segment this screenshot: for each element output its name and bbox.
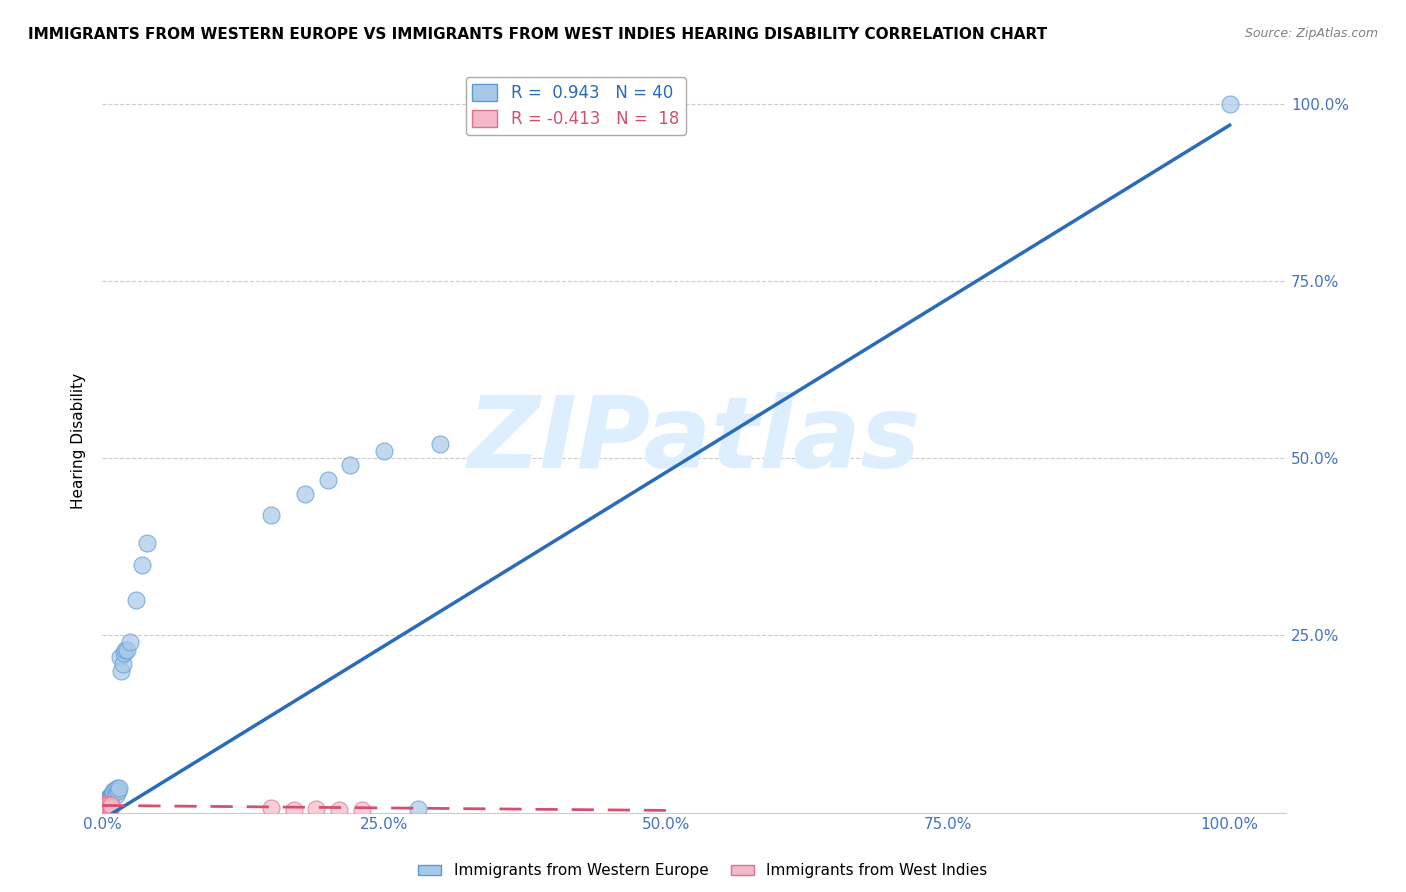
Point: [120, 635, 142, 649]
Point: [96, 797, 118, 811]
Point: [93, 798, 115, 813]
Point: [104, 782, 127, 797]
Legend: Immigrants from Western Europe, Immigrants from West Indies: Immigrants from Western Europe, Immigran…: [412, 857, 994, 884]
Point: [93, 798, 115, 813]
Point: [94, 797, 117, 811]
Point: [100, 798, 122, 813]
Point: [91, 802, 114, 816]
Point: [373, 444, 395, 458]
Point: [429, 437, 451, 451]
Point: [316, 473, 339, 487]
Text: ZIPatlas: ZIPatlas: [468, 392, 921, 489]
Point: [94, 800, 117, 814]
Point: [328, 804, 350, 818]
Point: [97, 801, 120, 815]
Point: [305, 802, 328, 816]
Point: [100, 800, 122, 814]
Point: [115, 642, 138, 657]
Point: [260, 508, 283, 522]
Legend: R =  0.943   N = 40, R = -0.413   N =  18: R = 0.943 N = 40, R = -0.413 N = 18: [465, 77, 686, 135]
Point: [406, 802, 429, 816]
Point: [294, 486, 316, 500]
Text: IMMIGRANTS FROM WESTERN EUROPE VS IMMIGRANTS FROM WEST INDIES HEARING DISABILITY: IMMIGRANTS FROM WESTERN EUROPE VS IMMIGR…: [28, 27, 1047, 42]
Point: [103, 784, 125, 798]
Point: [103, 786, 125, 800]
Point: [94, 795, 117, 809]
Point: [339, 458, 361, 473]
Point: [96, 793, 118, 807]
Point: [98, 793, 121, 807]
Point: [136, 536, 159, 550]
Point: [94, 798, 117, 813]
Point: [108, 780, 131, 795]
Point: [97, 795, 120, 809]
Point: [96, 798, 118, 813]
Point: [107, 784, 129, 798]
Point: [112, 646, 135, 660]
Point: [93, 800, 115, 814]
Point: [97, 791, 120, 805]
Point: [93, 800, 115, 814]
Point: [110, 664, 132, 678]
Y-axis label: Hearing Disability: Hearing Disability: [72, 373, 86, 508]
Point: [96, 800, 118, 814]
Point: [283, 803, 305, 817]
Point: [111, 657, 134, 671]
Point: [98, 800, 121, 814]
Point: [100, 789, 122, 804]
Point: [101, 788, 124, 802]
Point: [91, 802, 114, 816]
Point: [100, 788, 122, 802]
Text: Source: ZipAtlas.com: Source: ZipAtlas.com: [1244, 27, 1378, 40]
Point: [125, 593, 148, 607]
Point: [98, 789, 121, 804]
Point: [131, 558, 153, 572]
Point: [104, 788, 127, 802]
Point: [114, 642, 136, 657]
Point: [98, 791, 121, 805]
Point: [98, 801, 121, 815]
Point: [98, 798, 121, 813]
Point: [1219, 97, 1241, 112]
Point: [260, 801, 283, 815]
Point: [350, 803, 373, 817]
Point: [110, 649, 132, 664]
Point: [105, 780, 128, 795]
